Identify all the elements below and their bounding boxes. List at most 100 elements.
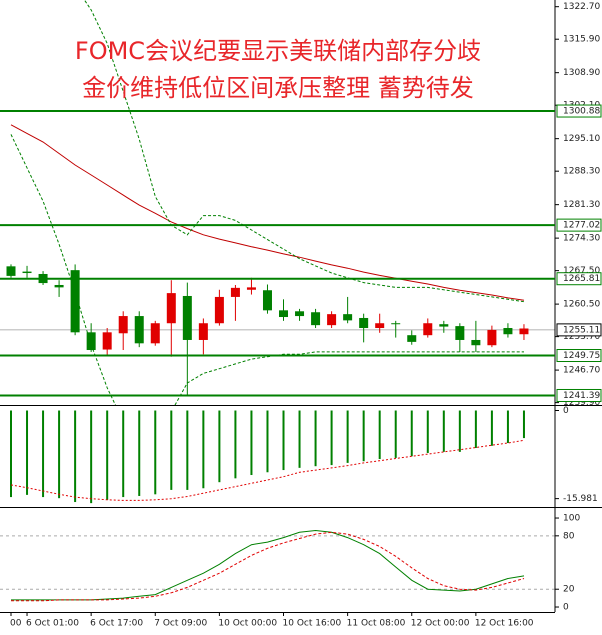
x-tick-label: 10 Oct 00:00 [218, 619, 277, 629]
candle-body [391, 323, 401, 325]
candle-body [166, 293, 176, 324]
candle-body [230, 287, 240, 297]
ma-line [10, 124, 525, 301]
chart-subtitle: 金价维持低位区间承压整理 蓄势待发 [82, 74, 474, 102]
candle-body [86, 332, 96, 351]
y-tick-label: 1246.70 [563, 366, 600, 376]
histogram-bar [506, 410, 509, 444]
stoch-panel [0, 529, 555, 602]
y-tick-label: 1322.70 [563, 2, 600, 12]
chart-title: FOMC会议纪要显示美联储内部存分歧 [75, 37, 481, 65]
histogram-bar [154, 410, 157, 495]
y-tick-label: 1239.90 [563, 398, 600, 408]
candle-body [487, 329, 497, 346]
histogram-bar [234, 410, 237, 479]
level-label: 1265.81 [563, 274, 600, 284]
histogram-bar [186, 410, 189, 490]
histogram-bar [474, 410, 477, 449]
histogram-bar [298, 410, 301, 468]
y-tick-label: 1253.70 [563, 332, 600, 342]
candle-body [503, 328, 513, 335]
histogram-bar [26, 410, 29, 495]
histogram-bar [10, 410, 12, 498]
y-tick-label: 0 [563, 406, 569, 416]
level-label: 1277.02 [563, 221, 600, 231]
histogram-bar [202, 410, 205, 489]
histogram-bar [106, 410, 109, 500]
histogram-bar [122, 410, 125, 498]
histogram-bar [426, 410, 429, 453]
histogram-bar [218, 410, 221, 483]
stoch-line [11, 531, 525, 602]
x-tick-label: 12 Oct 16:00 [475, 619, 534, 629]
candle-body [6, 266, 16, 276]
y-tick-label: 1295.10 [563, 134, 600, 144]
x-tick-label: 6 Oct 17:00 [90, 619, 143, 629]
y-tick-label: 100 [563, 514, 580, 524]
histogram-bar [490, 410, 493, 446]
last-price-box [556, 323, 602, 337]
level-label-box [556, 349, 602, 363]
candle-body [359, 317, 369, 329]
candle-body [439, 324, 449, 327]
y-tick-label: 1260.50 [563, 300, 600, 310]
histogram-bar [58, 410, 61, 499]
candle-body [70, 270, 80, 333]
x-tick-label: 6 Oct 01:00 [26, 619, 79, 629]
candle-body [102, 332, 112, 350]
histogram-bar [170, 410, 173, 490]
histogram-bar [314, 410, 317, 467]
candle-body [246, 287, 256, 290]
histogram-bar [330, 410, 333, 466]
candle-body [198, 323, 208, 340]
histogram-bar [250, 410, 253, 476]
level-label: 1249.75 [563, 351, 600, 361]
level-label-box [556, 272, 602, 286]
candle-body [182, 295, 192, 340]
level-label: 1300.88 [563, 107, 600, 117]
histogram-bar [74, 410, 77, 503]
histogram-bar [346, 410, 349, 463]
histogram-bar [458, 410, 461, 452]
candle-body [134, 316, 144, 344]
histogram-bar [394, 410, 397, 458]
y-tick-label: 1281.30 [563, 200, 600, 210]
last-price-label: 1255.11 [563, 325, 600, 335]
y-tick-label: 1274.30 [563, 234, 600, 244]
stoch-line [11, 529, 525, 601]
y-tick-label: 1315.90 [563, 35, 600, 45]
candle-body [343, 314, 353, 321]
x-tick-label: 00 [10, 619, 22, 629]
candle-body [22, 271, 32, 274]
candle-body [423, 323, 433, 336]
histogram-bar [442, 410, 445, 452]
candle-body [327, 314, 337, 326]
histogram-bar [522, 410, 525, 439]
y-tick-label: -15.981 [563, 494, 598, 504]
candle-body [407, 335, 417, 342]
candle-body [471, 339, 481, 346]
candle-body [279, 310, 289, 318]
signal-line [10, 439, 525, 501]
candle-body [262, 290, 272, 311]
candle-body [375, 323, 385, 329]
histogram-bar [378, 410, 381, 460]
candle-body [150, 323, 160, 344]
level-label-box [556, 218, 602, 232]
band-lower [10, 134, 524, 405]
level-label: 1241.39 [563, 391, 600, 401]
histogram-bar [266, 410, 269, 473]
y-tick-label: 0 [563, 603, 569, 613]
y-tick-label: 1288.30 [563, 167, 600, 177]
x-tick-label: 12 Oct 00:00 [411, 619, 470, 629]
candle-body [455, 326, 465, 340]
x-tick-label: 11 Oct 08:00 [347, 619, 406, 629]
histogram-bar [282, 410, 285, 471]
macd-panel [10, 410, 525, 504]
band-upper [83, 0, 525, 303]
histogram-bar [42, 410, 45, 498]
y-tick-label: 80 [563, 531, 575, 541]
x-tick-label: 10 Oct 16:00 [283, 619, 342, 629]
